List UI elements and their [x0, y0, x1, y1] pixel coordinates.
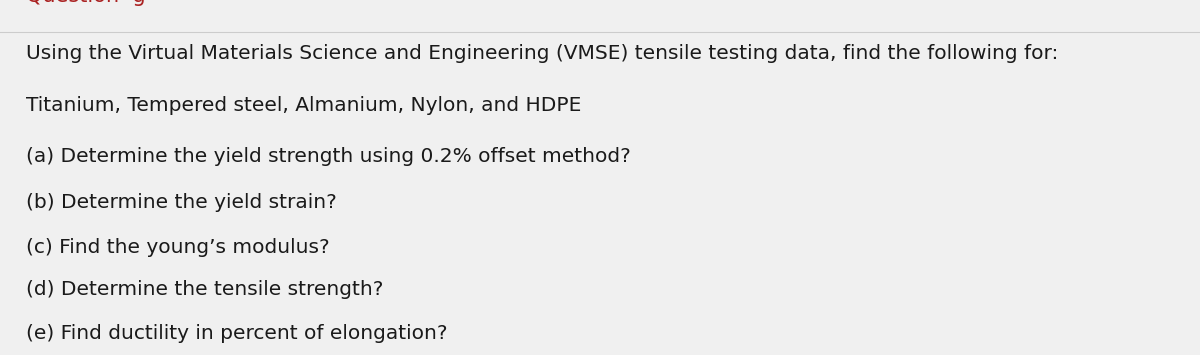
Text: (e) Find ductility in percent of elongation?: (e) Find ductility in percent of elongat… — [26, 324, 448, 343]
Text: Titanium, Tempered steel, Almanium, Nylon, and HDPE: Titanium, Tempered steel, Almanium, Nylo… — [26, 96, 582, 115]
Text: (d) Determine the tensile strength?: (d) Determine the tensile strength? — [26, 280, 384, 300]
Text: Question  g: Question g — [26, 0, 146, 6]
Text: (b) Determine the yield strain?: (b) Determine the yield strain? — [26, 193, 337, 213]
Text: (c) Find the young’s modulus?: (c) Find the young’s modulus? — [26, 238, 330, 257]
Text: (a) Determine the yield strength using 0.2% offset method?: (a) Determine the yield strength using 0… — [26, 147, 631, 166]
Text: Using the Virtual Materials Science and Engineering (VMSE) tensile testing data,: Using the Virtual Materials Science and … — [26, 44, 1058, 64]
